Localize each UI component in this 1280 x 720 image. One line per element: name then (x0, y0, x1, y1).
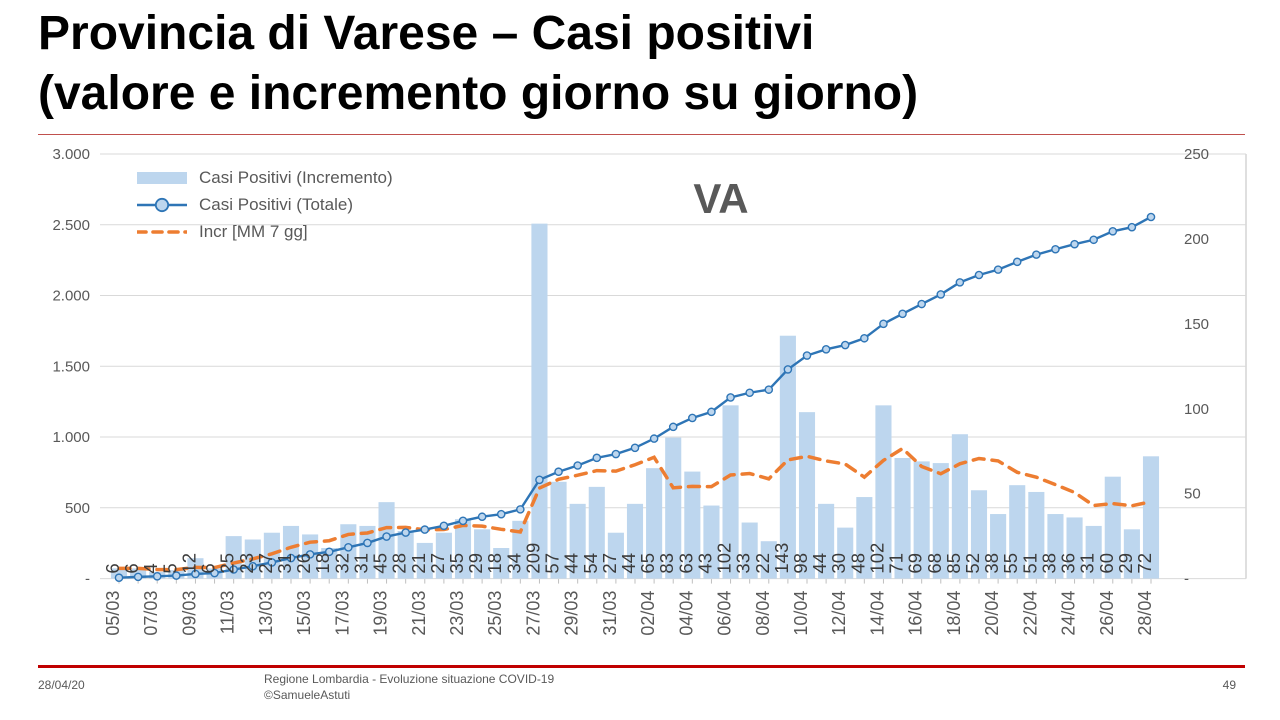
svg-text:98: 98 (790, 553, 811, 574)
svg-text:08/04: 08/04 (753, 591, 773, 636)
svg-text:57: 57 (542, 553, 563, 574)
svg-text:65: 65 (637, 553, 658, 574)
svg-text:29: 29 (465, 553, 486, 574)
svg-text:25/03: 25/03 (485, 591, 505, 636)
svg-text:150: 150 (1184, 316, 1209, 333)
svg-text:18/04: 18/04 (944, 591, 964, 636)
svg-text:209: 209 (522, 543, 543, 574)
svg-text:16/04: 16/04 (906, 591, 926, 636)
svg-text:17/03: 17/03 (332, 591, 352, 636)
svg-text:69: 69 (905, 553, 926, 574)
svg-text:27: 27 (427, 553, 448, 574)
svg-text:250: 250 (1184, 146, 1209, 163)
svg-text:85: 85 (943, 553, 964, 574)
svg-text:102: 102 (714, 543, 735, 574)
svg-text:28: 28 (389, 553, 410, 574)
svg-text:43: 43 (694, 553, 715, 574)
svg-text:44: 44 (809, 553, 830, 574)
svg-text:72: 72 (1134, 553, 1155, 574)
svg-text:VA: VA (693, 175, 748, 222)
svg-text:14/04: 14/04 (867, 591, 887, 636)
svg-text:09/03: 09/03 (179, 591, 199, 636)
svg-text:26: 26 (293, 553, 314, 574)
svg-text:27/03: 27/03 (523, 591, 543, 636)
svg-text:35: 35 (446, 553, 467, 574)
svg-text:71: 71 (886, 553, 907, 574)
svg-text:60: 60 (1096, 553, 1117, 574)
svg-text:29/03: 29/03 (562, 591, 582, 636)
svg-text:3.000: 3.000 (52, 146, 90, 163)
svg-text:23/03: 23/03 (447, 591, 467, 636)
svg-text:19/03: 19/03 (371, 591, 391, 636)
svg-text:50: 50 (1184, 486, 1201, 503)
svg-text:54: 54 (580, 553, 601, 574)
svg-text:-: - (1184, 571, 1189, 588)
svg-text:12: 12 (178, 553, 199, 574)
svg-text:29: 29 (1115, 553, 1136, 574)
svg-text:36: 36 (1058, 553, 1079, 574)
svg-text:13/03: 13/03 (256, 591, 276, 636)
svg-text:22/04: 22/04 (1020, 591, 1040, 636)
svg-text:500: 500 (65, 500, 90, 517)
svg-text:30: 30 (828, 553, 849, 574)
svg-text:23: 23 (236, 553, 257, 574)
svg-text:31: 31 (274, 553, 295, 574)
svg-text:-: - (85, 571, 90, 588)
svg-text:44: 44 (561, 553, 582, 574)
svg-text:55: 55 (1000, 553, 1021, 574)
svg-text:44: 44 (618, 553, 639, 574)
svg-text:11/03: 11/03 (218, 591, 238, 635)
svg-text:02/04: 02/04 (638, 591, 658, 636)
svg-text:38: 38 (981, 553, 1002, 574)
svg-text:15/03: 15/03 (294, 591, 314, 636)
svg-text:18: 18 (484, 553, 505, 574)
svg-text:33: 33 (733, 553, 754, 574)
svg-text:27: 27 (255, 553, 276, 574)
svg-text:4: 4 (140, 563, 161, 573)
svg-text:18: 18 (312, 553, 333, 574)
svg-text:20/04: 20/04 (982, 591, 1002, 636)
svg-text:63: 63 (675, 553, 696, 574)
svg-text:51: 51 (1019, 553, 1040, 574)
svg-text:38: 38 (1038, 553, 1059, 574)
svg-text:2.000: 2.000 (52, 288, 90, 305)
svg-text:83: 83 (656, 553, 677, 574)
svg-text:07/03: 07/03 (141, 591, 161, 636)
svg-text:10/04: 10/04 (791, 591, 811, 636)
svg-text:05/03: 05/03 (103, 591, 123, 636)
svg-text:143: 143 (771, 543, 792, 574)
svg-text:102: 102 (866, 543, 887, 574)
svg-text:48: 48 (847, 553, 868, 574)
svg-text:1.000: 1.000 (52, 429, 90, 446)
svg-text:21: 21 (408, 553, 429, 574)
svg-text:06/04: 06/04 (715, 591, 735, 636)
svg-text:24/04: 24/04 (1059, 591, 1079, 636)
svg-text:27: 27 (599, 553, 620, 574)
svg-text:34: 34 (503, 553, 524, 574)
svg-text:21/03: 21/03 (409, 591, 429, 636)
svg-text:200: 200 (1184, 231, 1209, 248)
svg-text:52: 52 (962, 553, 983, 574)
svg-text:6: 6 (102, 563, 123, 573)
svg-text:5: 5 (159, 563, 180, 573)
svg-text:22: 22 (752, 553, 773, 574)
svg-text:100: 100 (1184, 401, 1209, 418)
svg-text:68: 68 (924, 553, 945, 574)
svg-text:32: 32 (331, 553, 352, 574)
svg-text:04/04: 04/04 (676, 591, 696, 636)
svg-text:45: 45 (370, 553, 391, 574)
svg-text:26/04: 26/04 (1097, 591, 1117, 636)
svg-text:1.500: 1.500 (52, 358, 90, 375)
svg-text:31: 31 (1077, 553, 1098, 574)
svg-text:28/04: 28/04 (1135, 591, 1155, 636)
svg-text:6: 6 (198, 563, 219, 573)
svg-text:31: 31 (350, 553, 371, 574)
svg-text:6: 6 (121, 563, 142, 573)
svg-text:31/03: 31/03 (600, 591, 620, 636)
svg-text:25: 25 (217, 553, 238, 574)
svg-text:2.500: 2.500 (52, 217, 90, 234)
svg-text:12/04: 12/04 (829, 591, 849, 636)
